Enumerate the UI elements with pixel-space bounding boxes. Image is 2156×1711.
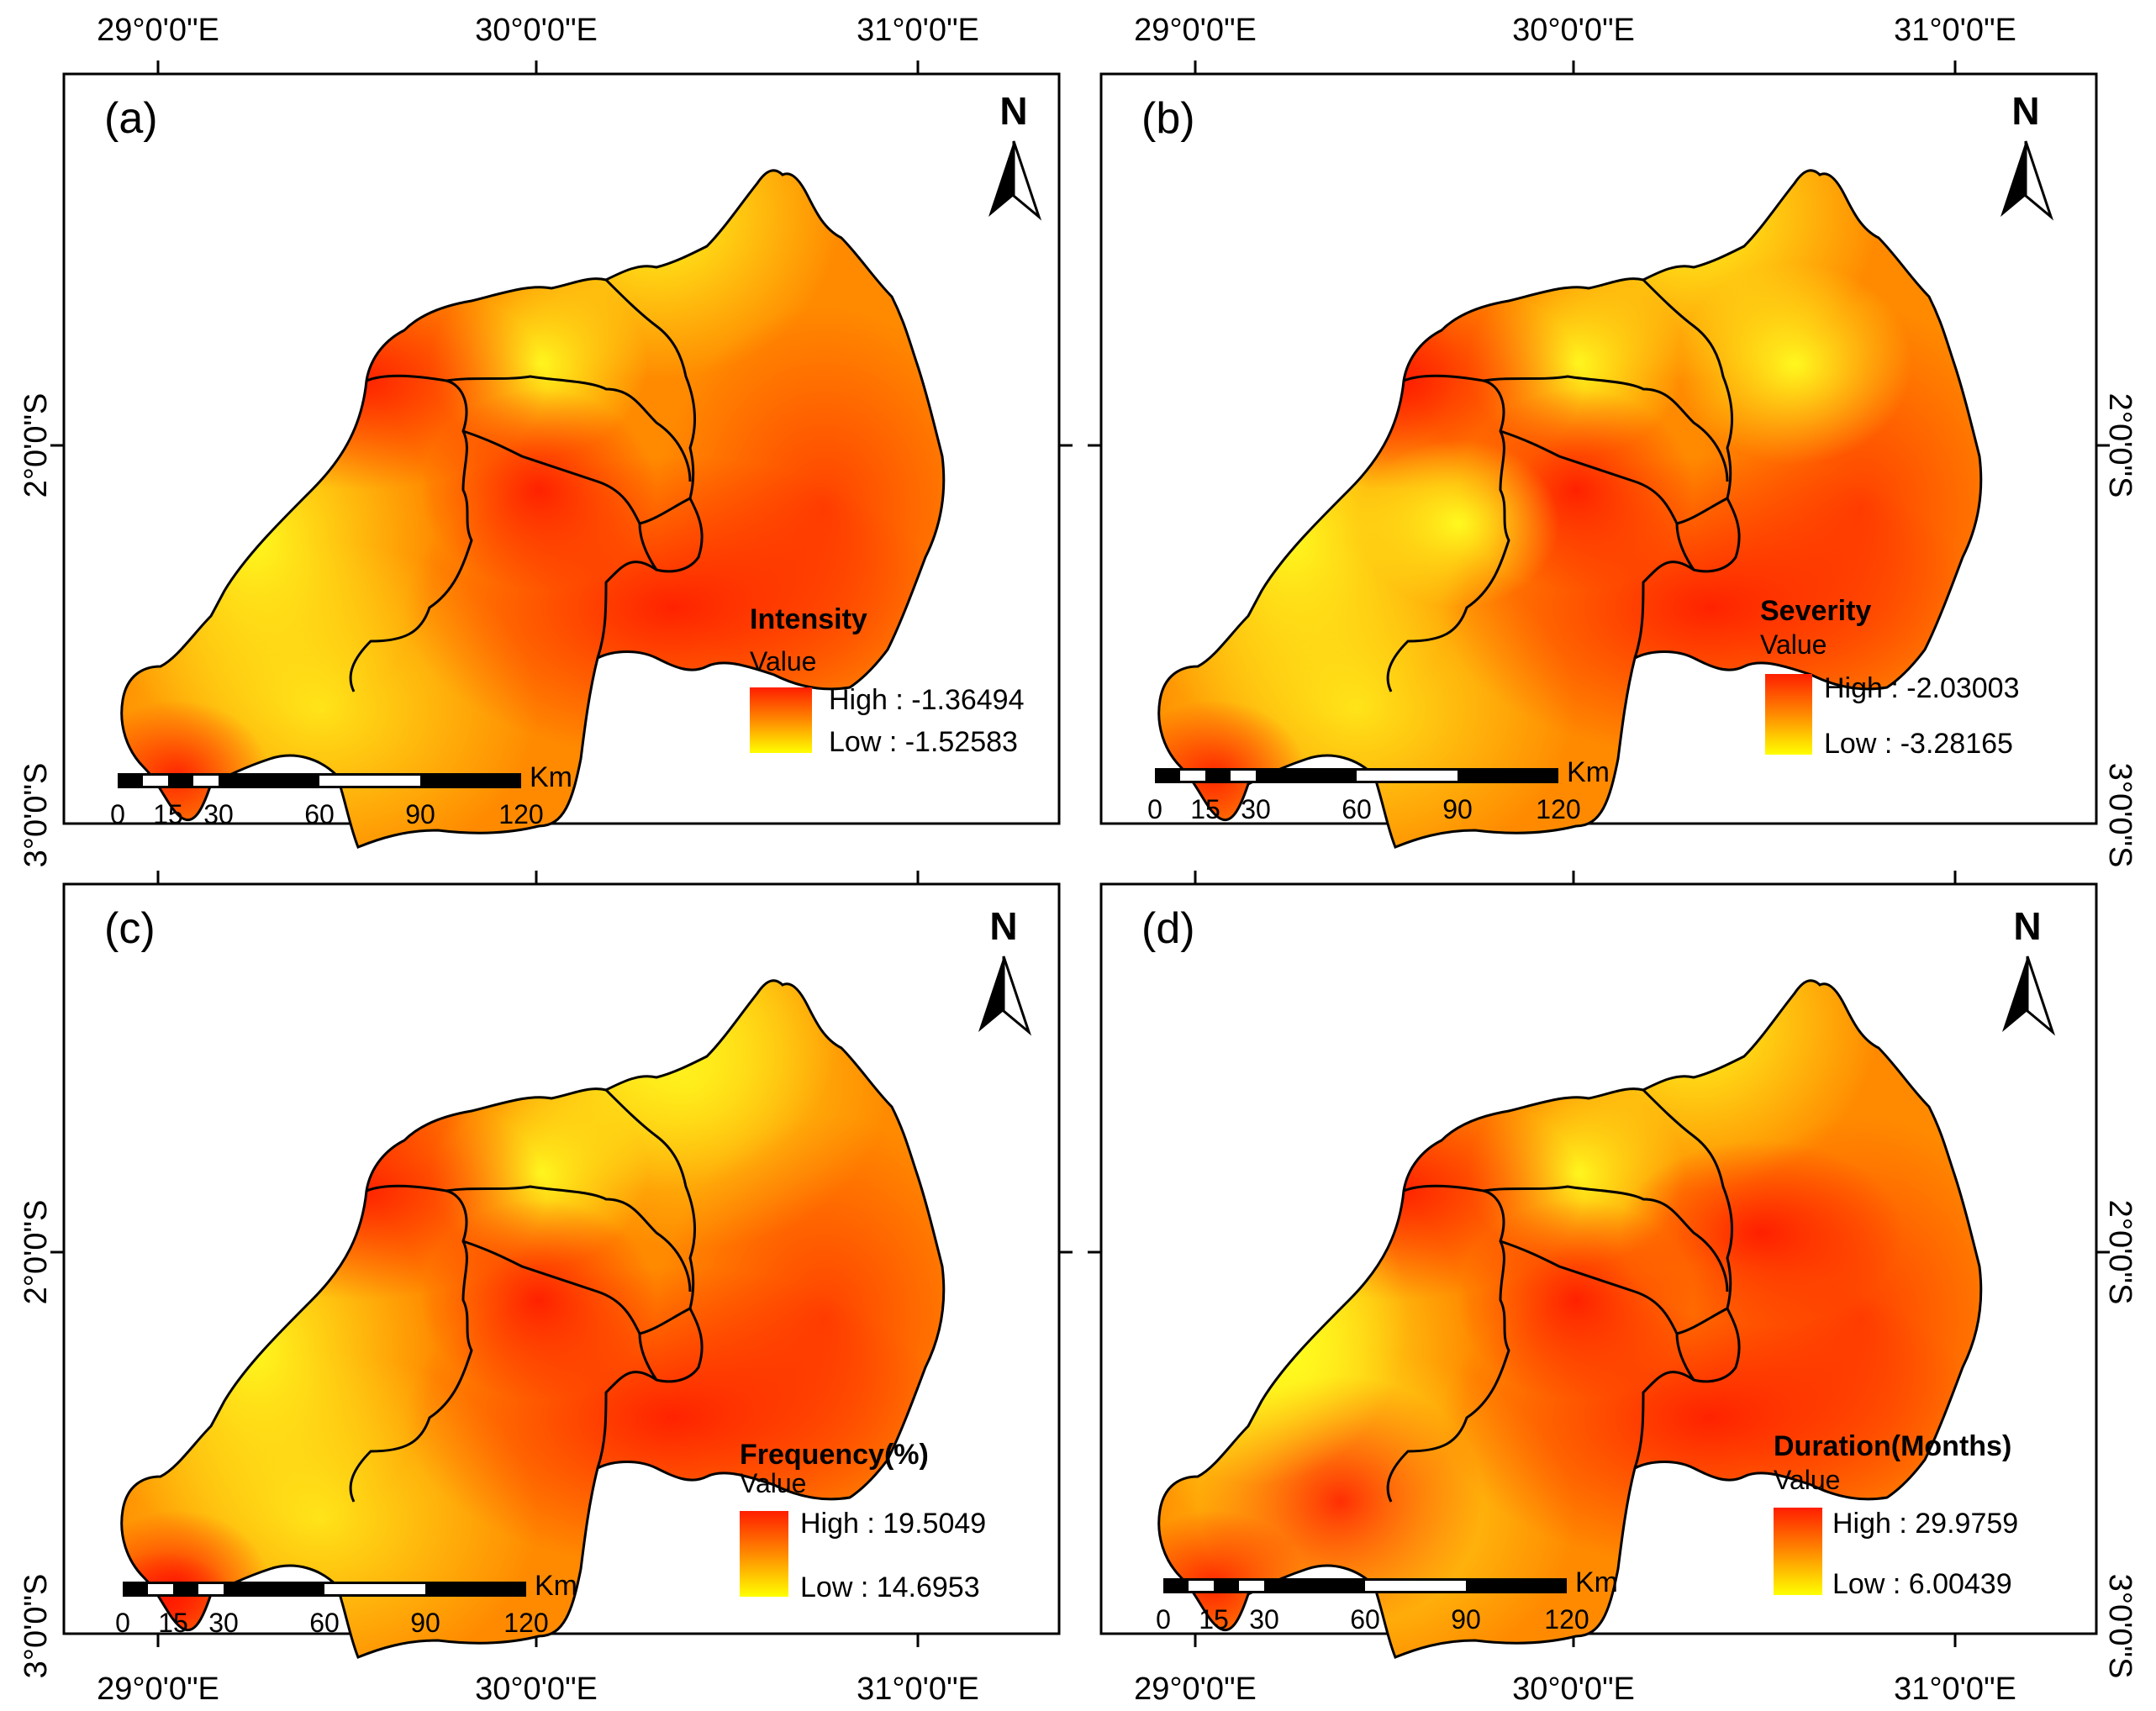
scale-unit: Km: [1567, 756, 1610, 788]
legend-high: High : -1.36494: [829, 684, 1025, 716]
lat-labels-left: 2°0'0"S 3°0'0"S 2°0'0"S 3°0'0"S: [18, 393, 54, 1679]
scale-bar: Km 0 15 30 60 90 120: [110, 761, 572, 829]
scale-bar: Km 0 15 30 60 90 120: [115, 1570, 577, 1638]
lat-left-3s-bottom: 3°0'0"S: [18, 1574, 54, 1679]
panel-label: (d): [1141, 904, 1195, 953]
legend-title: Severity: [1760, 595, 1871, 627]
lon-bottom-30e: 30°0'0"E: [475, 1672, 598, 1707]
lon-bottom-31e: 31°0'0"E: [857, 1672, 979, 1707]
scale-bar: Km 0 15 30 60 90 120: [1147, 756, 1610, 824]
lon-top-31e: 31°0'0"E: [857, 13, 979, 48]
scale-tick: 60: [309, 1608, 340, 1638]
lon-top-31e-right: 31°0'0"E: [1894, 13, 2016, 48]
legend-color-ramp: [750, 687, 812, 753]
legend-color-ramp: [740, 1511, 788, 1597]
legend-high: High : 29.9759: [1832, 1508, 2018, 1540]
scale-tick: 15: [158, 1608, 188, 1638]
panel-a: (a) N Intensity Value High : -1.36494 Lo…: [50, 61, 1073, 849]
scale-tick: 30: [203, 799, 234, 829]
north-arrow: N: [978, 904, 1032, 1036]
north-label: N: [989, 904, 1017, 948]
scale-tick: 0: [110, 799, 125, 829]
legend-title: Frequency(%): [740, 1439, 929, 1471]
lon-bottom-29e: 29°0'0"E: [97, 1672, 219, 1707]
lon-labels-bottom: 29°0'0"E 30°0'0"E 31°0'0"E 29°0'0"E 30°0…: [97, 1672, 2016, 1707]
lon-top-30e: 30°0'0"E: [475, 13, 598, 48]
legend-low: Low : -3.28165: [1824, 728, 2013, 760]
panel-label: (a): [104, 94, 158, 143]
scale-tick: 90: [410, 1608, 440, 1638]
scale-tick: 90: [405, 799, 435, 829]
scale-unit: Km: [535, 1570, 577, 1602]
north-label: N: [2013, 904, 2041, 948]
legend-subtitle: Value: [1760, 629, 1827, 660]
scale-tick: 15: [153, 799, 183, 829]
scale-tick: 120: [498, 799, 543, 829]
lat-right-3s-bottom: 3°0'0"S: [2102, 1574, 2138, 1679]
north-label: N: [999, 89, 1027, 133]
legend-title: Intensity: [750, 603, 867, 635]
legend-high: High : -2.03003: [1824, 672, 2020, 704]
lon-bottom-29e-right: 29°0'0"E: [1134, 1672, 1257, 1707]
legend-subtitle: Value: [1774, 1465, 1840, 1495]
scale-tick: 0: [1147, 794, 1162, 824]
panel-label: (b): [1141, 94, 1195, 143]
legend-subtitle: Value: [750, 646, 816, 677]
scale-unit: Km: [1575, 1566, 1618, 1598]
lat-labels-right: 2°0'0"S 3°0'0"S 2°0'0"S 3°0'0"S: [2102, 393, 2138, 1679]
scale-bar: Km 0 15 30 60 90 120: [1156, 1566, 1618, 1635]
scale-tick: 60: [1342, 794, 1372, 824]
lon-top-29e-right: 29°0'0"E: [1134, 13, 1257, 48]
lon-top-29e: 29°0'0"E: [97, 13, 219, 48]
legend-title: Duration(Months): [1774, 1430, 2011, 1462]
lon-labels-top: 29°0'0"E 30°0'0"E 31°0'0"E 29°0'0"E 30°0…: [97, 13, 2016, 48]
legend-color-ramp: [1765, 674, 1812, 755]
legend-high: High : 19.5049: [800, 1508, 986, 1540]
lon-bottom-31e-right: 31°0'0"E: [1894, 1672, 2016, 1707]
scale-tick: 15: [1190, 794, 1220, 824]
panel-c: (c) N Frequency(%) Value High : 19.5049 …: [50, 871, 1073, 1659]
north-arrow: N: [2002, 904, 2056, 1036]
legend: Severity Value High : -2.03003 Low : -3.…: [1760, 595, 2020, 760]
legend: Duration(Months) Value High : 29.9759 Lo…: [1774, 1430, 2018, 1600]
lat-right-3s-top: 3°0'0"S: [2102, 763, 2138, 868]
scale-tick: 60: [304, 799, 335, 829]
scale-tick: 30: [1249, 1604, 1279, 1635]
legend-low: Low : 14.6953: [800, 1571, 980, 1603]
legend-low: Low : 6.00439: [1832, 1568, 2012, 1600]
scale-tick: 120: [1536, 794, 1580, 824]
lat-left-3s-top: 3°0'0"S: [18, 763, 54, 868]
legend: Frequency(%) Value High : 19.5049 Low : …: [740, 1439, 986, 1603]
scale-tick: 120: [1544, 1604, 1589, 1635]
lat-left-2s-top: 2°0'0"S: [18, 393, 54, 498]
legend-subtitle: Value: [740, 1468, 806, 1498]
north-label: N: [2011, 89, 2039, 133]
lon-top-30e-right: 30°0'0"E: [1512, 13, 1635, 48]
panel-b: (b) N Severity Value High : -2.03003 Low…: [1088, 61, 2110, 849]
scale-tick: 30: [1241, 794, 1271, 824]
scale-tick: 0: [1156, 1604, 1171, 1635]
scale-tick: 90: [1451, 1604, 1481, 1635]
scale-tick: 0: [115, 1608, 130, 1638]
scale-unit: Km: [530, 761, 572, 793]
legend: Intensity Value High : -1.36494 Low : -1…: [750, 603, 1025, 758]
north-arrow: N: [988, 89, 1042, 221]
legend-low: Low : -1.52583: [829, 726, 1018, 758]
scale-tick: 30: [208, 1608, 239, 1638]
panel-label: (c): [104, 904, 156, 953]
lon-bottom-30e-right: 30°0'0"E: [1512, 1672, 1635, 1707]
scale-tick: 90: [1442, 794, 1473, 824]
lat-left-2s-bottom: 2°0'0"S: [18, 1200, 54, 1305]
scale-tick: 15: [1199, 1604, 1229, 1635]
panel-d: (d) N Duration(Months) Value High : 29.9…: [1088, 871, 2110, 1659]
scale-tick: 120: [503, 1608, 548, 1638]
legend-color-ramp: [1774, 1508, 1822, 1595]
scale-tick: 60: [1350, 1604, 1380, 1635]
north-arrow: N: [2000, 89, 2054, 221]
